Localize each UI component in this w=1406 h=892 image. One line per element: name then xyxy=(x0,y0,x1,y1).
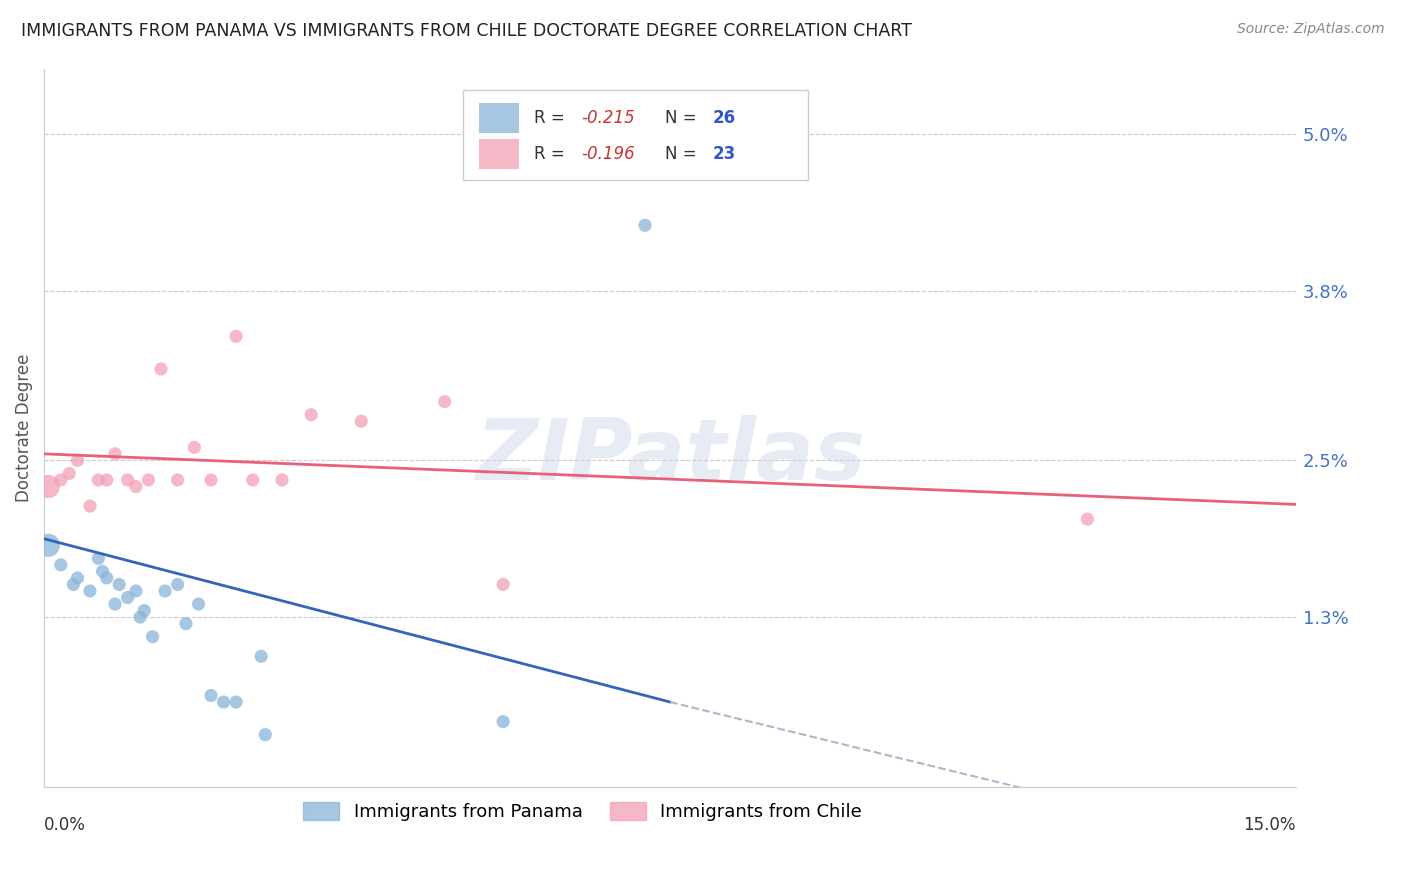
Text: -0.196: -0.196 xyxy=(581,145,636,163)
Point xyxy=(129,610,152,624)
Point xyxy=(174,616,197,631)
Text: IMMIGRANTS FROM PANAMA VS IMMIGRANTS FROM CHILE DOCTORATE DEGREE CORRELATION CHA: IMMIGRANTS FROM PANAMA VS IMMIGRANTS FRO… xyxy=(21,22,912,40)
Point xyxy=(117,473,139,487)
Point xyxy=(634,219,657,233)
Text: R =: R = xyxy=(534,109,569,127)
Point xyxy=(149,362,172,376)
Text: 23: 23 xyxy=(713,145,735,163)
Legend: Immigrants from Panama, Immigrants from Chile: Immigrants from Panama, Immigrants from … xyxy=(295,795,869,828)
Point xyxy=(117,591,139,605)
Point xyxy=(79,584,101,599)
Point xyxy=(200,689,222,703)
Text: Source: ZipAtlas.com: Source: ZipAtlas.com xyxy=(1237,22,1385,37)
Point xyxy=(1076,512,1098,526)
Bar xyxy=(478,139,519,169)
Text: 26: 26 xyxy=(713,109,735,127)
Point xyxy=(254,728,277,742)
Point xyxy=(87,551,110,566)
Point xyxy=(350,414,373,428)
Point xyxy=(225,695,247,709)
Point xyxy=(242,473,264,487)
Point xyxy=(183,440,205,454)
Point xyxy=(138,473,160,487)
Text: 15.0%: 15.0% xyxy=(1243,815,1296,834)
Point xyxy=(125,584,148,599)
Point xyxy=(37,479,59,493)
Point xyxy=(37,538,59,552)
Point xyxy=(49,558,72,572)
Point xyxy=(96,571,118,585)
Point xyxy=(58,467,80,481)
Point xyxy=(492,714,515,729)
Point xyxy=(271,473,294,487)
Text: R =: R = xyxy=(534,145,569,163)
Point xyxy=(66,571,89,585)
Point xyxy=(96,473,118,487)
Point xyxy=(79,499,101,513)
Point xyxy=(433,394,456,409)
Text: N =: N = xyxy=(665,109,702,127)
Bar xyxy=(464,90,808,180)
Point xyxy=(212,695,235,709)
Point xyxy=(104,597,127,611)
Point xyxy=(153,584,176,599)
Point xyxy=(166,577,188,591)
Point xyxy=(250,649,273,664)
Point xyxy=(142,630,165,644)
Text: -0.215: -0.215 xyxy=(581,109,636,127)
Y-axis label: Doctorate Degree: Doctorate Degree xyxy=(15,353,32,502)
Point xyxy=(49,473,72,487)
Point xyxy=(187,597,209,611)
Point xyxy=(492,577,515,591)
Text: ZIPatlas: ZIPatlas xyxy=(475,415,865,498)
Point xyxy=(62,577,84,591)
Point xyxy=(225,329,247,343)
Point xyxy=(104,447,127,461)
Point xyxy=(299,408,322,422)
Point xyxy=(66,453,89,467)
Text: N =: N = xyxy=(665,145,702,163)
Point xyxy=(200,473,222,487)
Point xyxy=(87,473,110,487)
Point xyxy=(91,565,114,579)
Point xyxy=(108,577,131,591)
Point xyxy=(125,479,148,493)
Bar xyxy=(478,103,519,133)
Point xyxy=(134,604,156,618)
Point xyxy=(166,473,188,487)
Text: 0.0%: 0.0% xyxy=(44,815,86,834)
